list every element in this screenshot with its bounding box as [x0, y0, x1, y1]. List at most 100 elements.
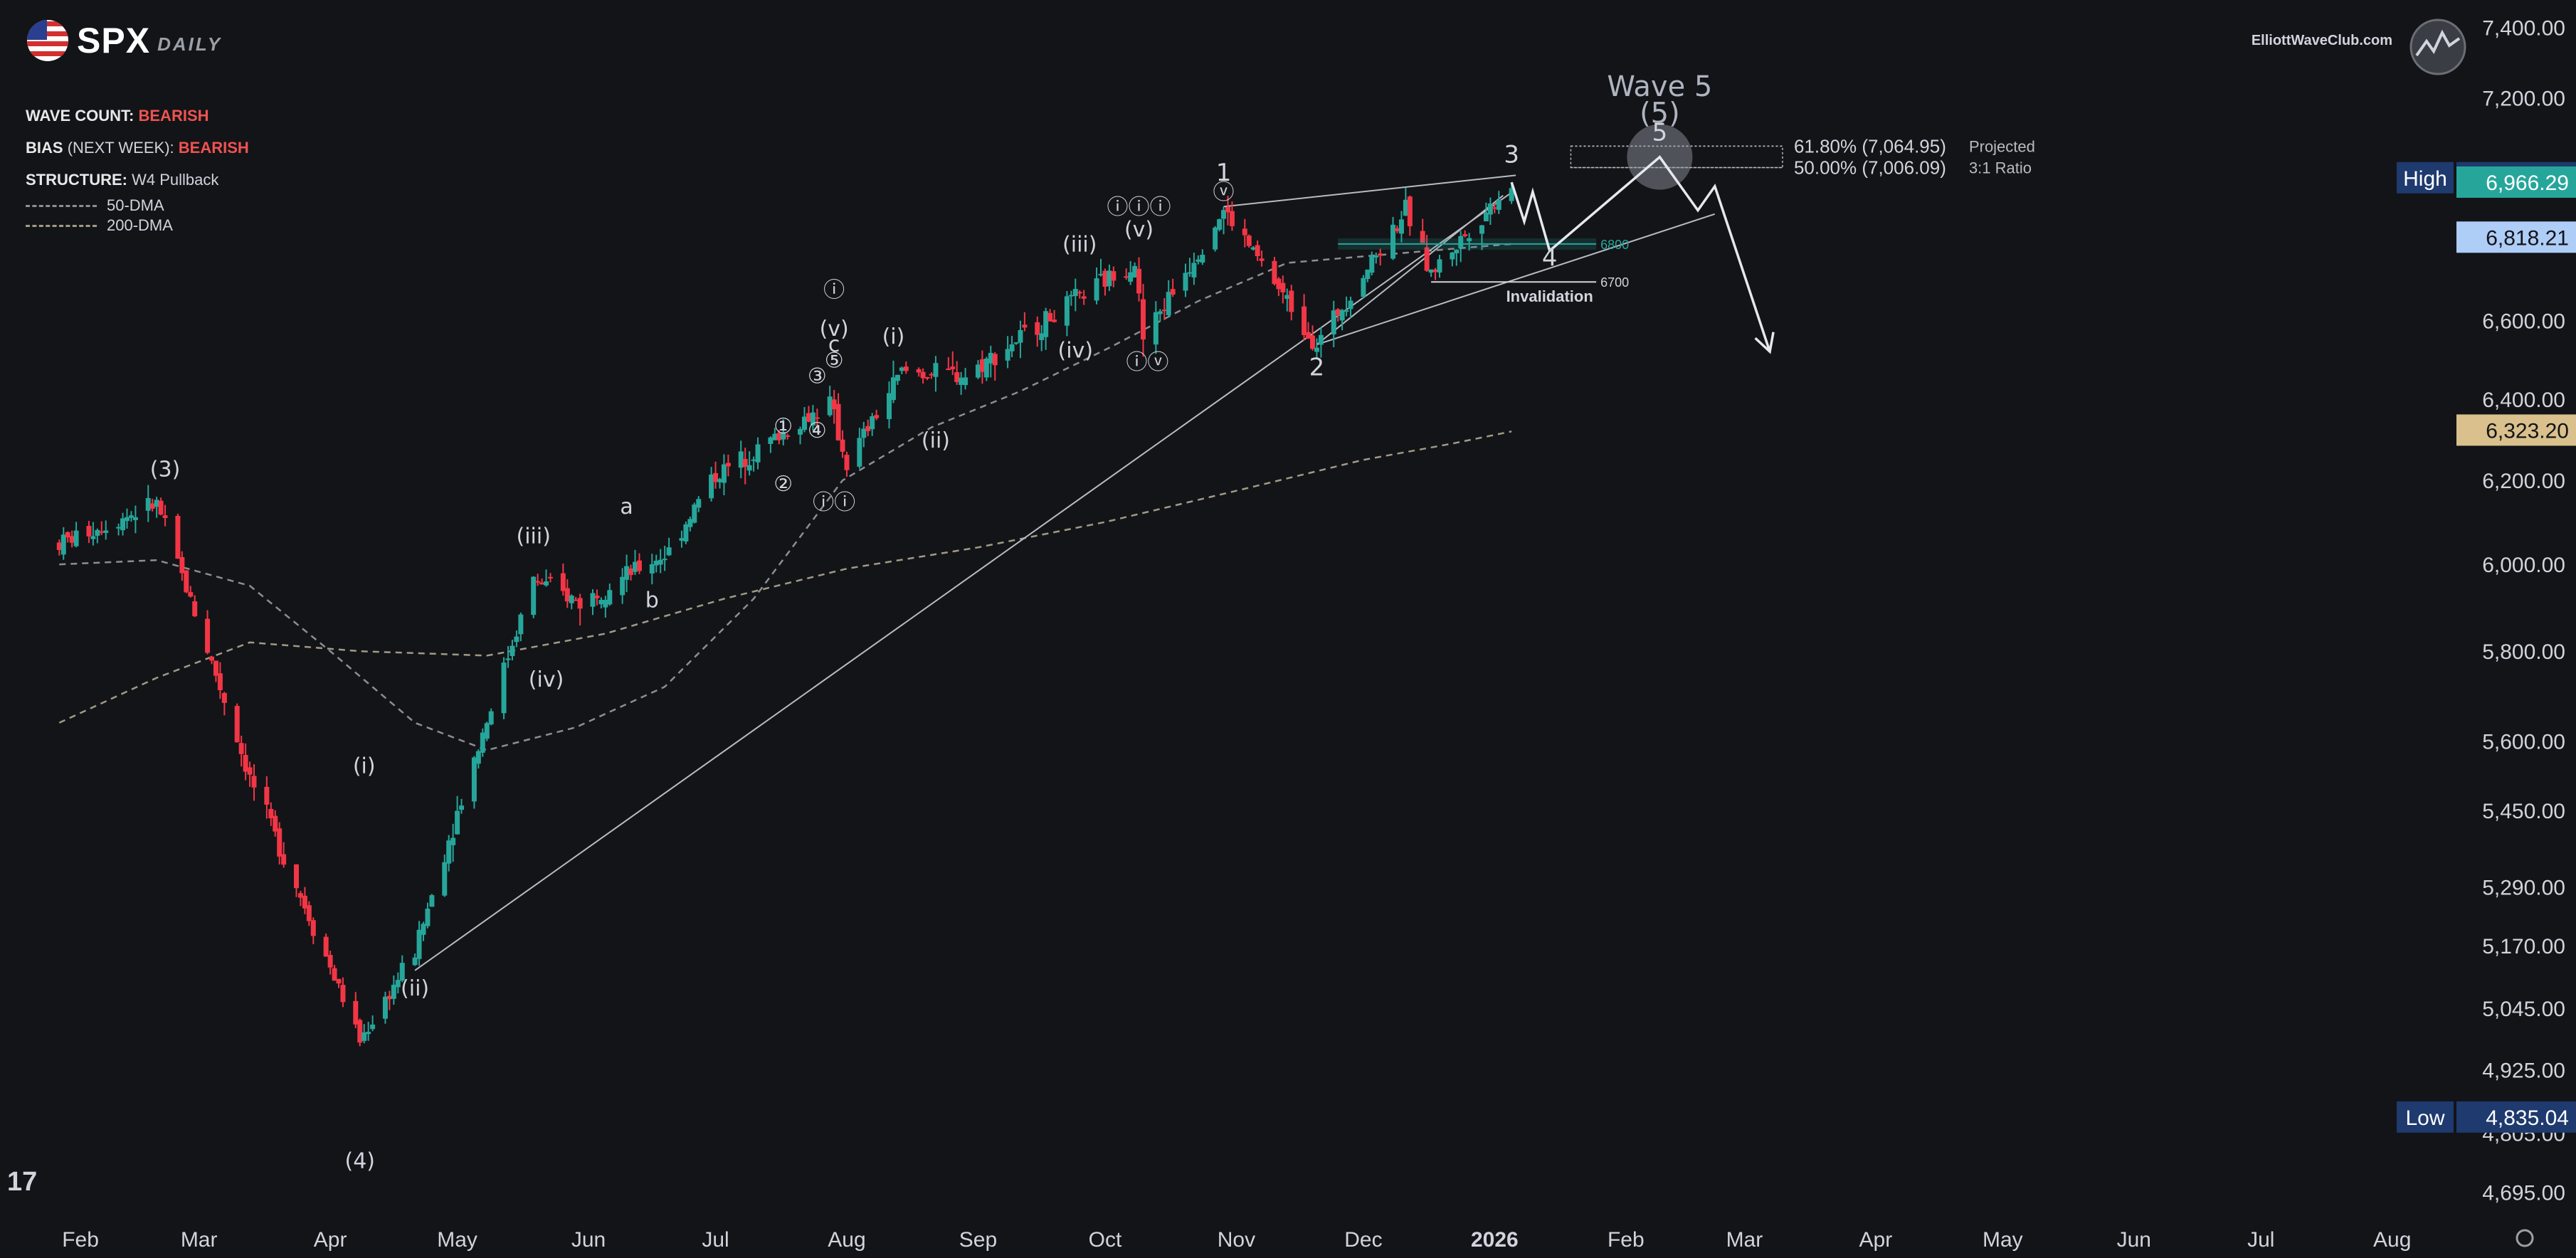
dash-line-icon	[26, 204, 97, 207]
candle-body	[713, 472, 719, 482]
candle-body	[323, 936, 329, 957]
structure-label: STRUCTURE:	[26, 171, 127, 189]
candle-body	[738, 451, 744, 468]
candle-body	[125, 517, 130, 522]
ma-200-line	[58, 430, 1512, 724]
candle-body	[1432, 269, 1438, 273]
candle-body	[179, 556, 185, 574]
x-axis-tick-label: Feb	[1608, 1228, 1645, 1252]
candle-body	[894, 374, 900, 381]
candle-body	[1013, 342, 1019, 344]
y-axis-tick-label: 4,695.00	[2482, 1182, 2565, 1205]
candle-body	[946, 369, 951, 371]
wave-label: b	[645, 588, 659, 613]
candle-body	[294, 864, 299, 889]
wave-label: (ii)	[401, 976, 429, 1001]
structure-row: STRUCTURE: W4 Pullback	[26, 164, 249, 196]
wave-label: ②	[774, 472, 793, 497]
candle-body	[103, 530, 109, 533]
y-axis-tick-label: 6,600.00	[2482, 310, 2565, 333]
candle-body	[831, 399, 837, 410]
trend-line	[1223, 174, 1516, 208]
x-axis-tick-label: 2026	[1471, 1228, 1519, 1252]
analysis-info-panel: WAVE COUNT: BEARISH BIAS (NEXT WEEK): BE…	[26, 100, 249, 236]
price-badge	[2456, 166, 2576, 198]
x-axis-tick-label: Jul	[2247, 1228, 2274, 1252]
candle-body	[933, 363, 939, 377]
candle-body	[1009, 344, 1015, 352]
candle-body	[1365, 269, 1371, 280]
candle-body	[175, 516, 181, 559]
candle-body	[653, 561, 659, 566]
candle-body	[188, 592, 194, 597]
wave-label: 1	[1216, 159, 1232, 187]
bias-value: BEARISH	[178, 139, 249, 157]
timeframe-label: DAILY	[157, 33, 223, 55]
candle-body	[1454, 249, 1459, 254]
candle-body	[353, 1000, 359, 1025]
candle-body	[857, 438, 862, 467]
price-badge	[2456, 1101, 2576, 1133]
price-badge-tag	[2397, 1101, 2454, 1133]
candle-body	[1259, 258, 1265, 261]
candle-body	[1242, 228, 1247, 236]
candle-body	[1255, 245, 1260, 256]
candle-body	[666, 547, 672, 556]
x-axis-tick-label: Oct	[1089, 1228, 1122, 1252]
wave-label: (v)	[820, 317, 849, 342]
candle-body	[1102, 270, 1108, 287]
candle-body	[1302, 306, 1307, 335]
trend-line	[1316, 213, 1716, 346]
wave-label: 5	[1652, 119, 1668, 147]
candle-body	[370, 1024, 376, 1030]
candle-body	[776, 433, 782, 440]
candle-body	[1487, 203, 1493, 215]
candle-body	[277, 828, 283, 857]
price-badge	[2456, 221, 2576, 253]
candle-body	[1035, 322, 1040, 335]
candle-body	[382, 996, 388, 1019]
y-axis-tick-label: 5,290.00	[2482, 876, 2565, 899]
wave-label: (iv)	[529, 667, 564, 692]
candle-body	[1153, 312, 1158, 345]
platform-logo: 17	[7, 1167, 38, 1197]
candle-body	[1166, 292, 1171, 316]
wave-label: Wave 5	[1607, 70, 1712, 103]
candle-body	[1043, 311, 1049, 337]
candle-body	[590, 593, 596, 607]
legend-50dma: 50-DMA	[26, 196, 249, 216]
price-badge-value: 6,818.21	[2486, 226, 2569, 250]
wave-label: (i)	[353, 754, 376, 779]
wave-label: c	[828, 332, 840, 357]
axes-layer: 7,400.00 7,200.00 6,600.00 6,400.00 6,200.00…	[62, 17, 2576, 1252]
wave-label: ④	[808, 418, 827, 443]
projection-path	[1510, 155, 1771, 352]
candle-body	[1183, 273, 1188, 291]
symbol-name: SPX	[77, 21, 151, 60]
candle-body	[65, 532, 70, 538]
candle-body	[69, 536, 75, 543]
candle-body	[992, 354, 998, 366]
candle-body	[628, 568, 634, 576]
wave-label: ⓘⓥ	[1126, 350, 1168, 375]
price-badge-label: Low	[2405, 1106, 2444, 1130]
candle-body	[149, 503, 155, 509]
candle-body	[721, 464, 727, 483]
x-axis-tick-label: Mar	[1726, 1228, 1763, 1252]
candle-body	[810, 412, 815, 426]
candle-body	[658, 559, 663, 565]
wave-label: (v)	[1124, 217, 1154, 242]
candle-body	[887, 393, 892, 420]
candle-body	[1361, 278, 1366, 297]
candle-body	[1437, 259, 1442, 273]
candle-body	[327, 955, 333, 968]
candle-body	[1124, 276, 1129, 278]
candle-body	[890, 377, 896, 401]
candle-body	[1200, 255, 1205, 263]
x-axis-tick-label: Dec	[1344, 1228, 1382, 1252]
us-flag-icon	[27, 20, 68, 61]
candle-body	[920, 371, 926, 379]
candle-body	[395, 980, 401, 988]
candle-body	[844, 455, 850, 470]
